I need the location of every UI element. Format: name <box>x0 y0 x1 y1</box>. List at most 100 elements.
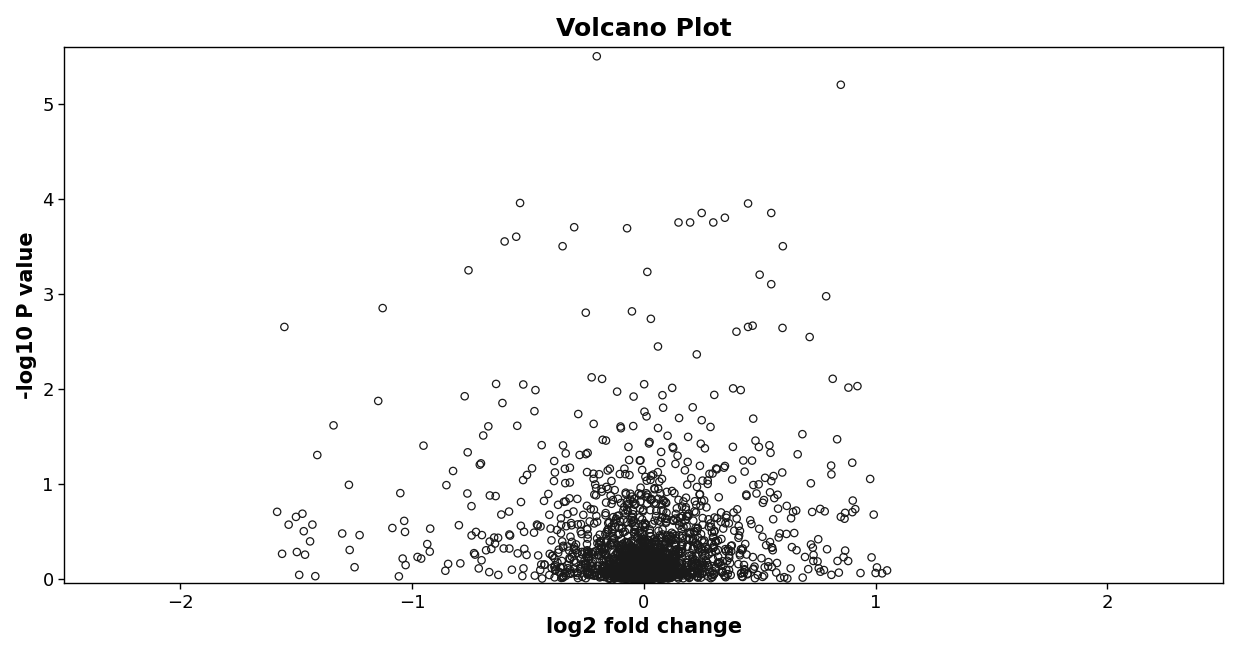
Point <box>652 561 672 572</box>
Point <box>639 551 658 562</box>
Point <box>641 571 661 581</box>
Point <box>662 553 682 563</box>
Point <box>553 572 573 583</box>
Point <box>786 545 806 555</box>
Point <box>640 568 660 578</box>
Point <box>619 572 639 582</box>
Point <box>622 549 642 560</box>
Point <box>639 572 658 582</box>
Point <box>625 544 645 555</box>
Point <box>650 572 670 583</box>
Point <box>801 539 821 549</box>
Point <box>611 572 631 582</box>
Point <box>645 562 665 573</box>
Point <box>632 568 652 578</box>
Point <box>647 552 667 562</box>
Point <box>632 570 652 580</box>
Point <box>645 560 665 571</box>
Point <box>657 430 677 441</box>
Point <box>622 564 642 575</box>
Point <box>610 563 630 574</box>
Point <box>324 420 343 430</box>
Point <box>620 559 640 569</box>
Point <box>661 563 681 574</box>
Point <box>634 540 653 550</box>
Point <box>531 521 551 532</box>
Point <box>614 563 634 574</box>
Point <box>754 570 774 581</box>
Point <box>651 547 671 558</box>
Point <box>708 557 728 568</box>
Point <box>630 571 650 581</box>
Point <box>657 559 677 569</box>
Point <box>760 447 780 458</box>
Point <box>629 568 649 579</box>
Point <box>599 557 619 567</box>
Point <box>680 572 699 582</box>
Point <box>585 546 605 557</box>
Point <box>637 571 657 581</box>
Point <box>649 560 668 571</box>
Point <box>622 572 642 582</box>
Point <box>627 555 647 565</box>
Point <box>646 572 666 583</box>
Point <box>627 568 647 578</box>
Point <box>821 570 841 580</box>
Point <box>591 484 611 494</box>
Point <box>618 566 637 576</box>
Point <box>622 572 642 583</box>
Point <box>625 569 645 579</box>
Point <box>630 568 650 579</box>
Point <box>584 570 604 581</box>
Point <box>632 566 652 576</box>
Point <box>632 572 652 583</box>
Point <box>632 573 652 583</box>
Point <box>635 571 655 581</box>
Point <box>632 570 652 581</box>
Point <box>627 565 647 576</box>
Point <box>587 483 606 493</box>
Point <box>631 567 651 577</box>
Point <box>632 568 652 579</box>
Point <box>528 550 548 560</box>
Point <box>590 572 610 583</box>
Point <box>640 573 660 583</box>
Point <box>636 570 656 581</box>
Point <box>680 534 699 545</box>
Point <box>636 572 656 582</box>
Point <box>631 569 651 579</box>
Point <box>632 567 652 577</box>
Point <box>678 432 698 442</box>
Point <box>621 547 641 557</box>
Point <box>517 470 537 480</box>
Point <box>630 555 650 565</box>
Point <box>630 568 650 579</box>
Point <box>391 488 410 498</box>
Point <box>629 572 649 582</box>
Point <box>641 551 661 562</box>
Point <box>634 545 653 555</box>
Point <box>627 570 647 581</box>
Point <box>626 573 646 583</box>
Point <box>650 565 670 576</box>
Point <box>632 549 652 559</box>
Point <box>635 572 655 582</box>
Point <box>591 564 611 574</box>
Point <box>558 560 578 570</box>
Point <box>641 573 661 583</box>
Point <box>646 548 666 559</box>
Point <box>470 460 490 470</box>
Point <box>639 568 658 578</box>
Point <box>657 560 677 571</box>
Point <box>687 551 707 562</box>
Point <box>636 571 656 581</box>
Point <box>625 572 645 583</box>
Point <box>636 572 656 583</box>
Point <box>634 572 653 582</box>
Point <box>629 553 649 563</box>
Point <box>601 540 621 550</box>
Point <box>688 572 708 583</box>
Point <box>511 497 531 508</box>
Point <box>684 526 704 537</box>
Point <box>635 572 655 583</box>
